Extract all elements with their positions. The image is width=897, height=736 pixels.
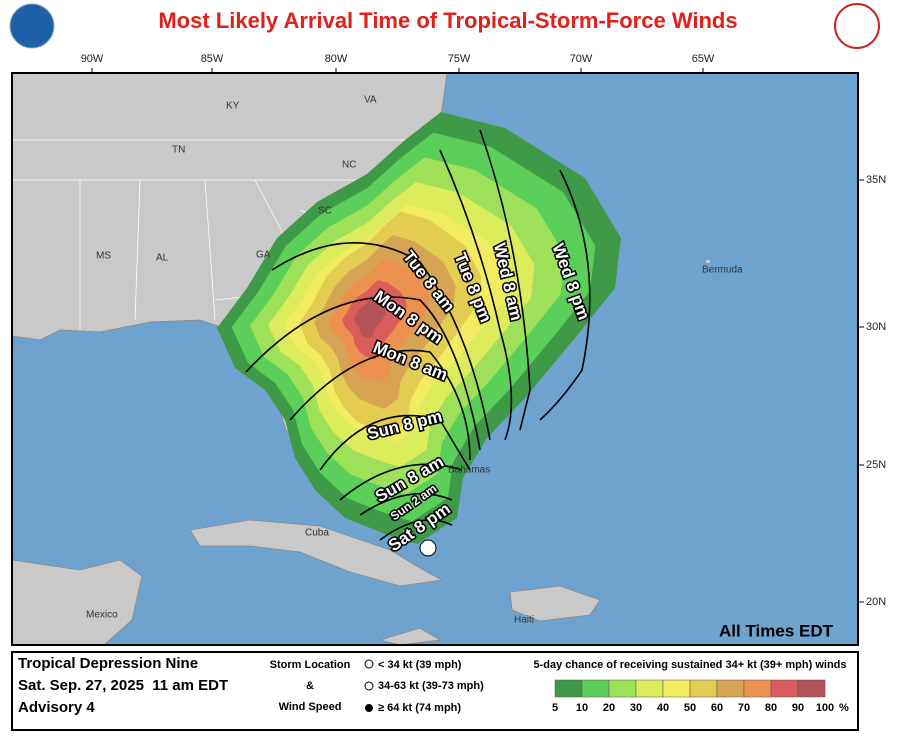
wind-class: 34-63 kt (39-73 mph) [378,680,484,692]
cuba-land [189,519,444,587]
longitude-axis: 90W 85W 80W 75W 70W 65W [81,53,715,73]
scale-box [662,679,691,698]
advisory: Advisory 4 [18,699,95,716]
state-label: SC [318,206,332,217]
place-label: Mexico [86,610,118,621]
longitude-label: 75W [448,53,471,65]
state-label: AL [156,253,169,264]
scale-box [635,679,664,698]
wind-class: ≥ 64 kt (74 mph) [378,702,461,714]
title: Most Likely Arrival Time of Tropical-Sto… [158,8,737,33]
scale-label: 20 [603,702,615,714]
longitude-label: 70W [570,53,593,65]
arrival-isochrones [245,129,591,541]
nws-logo [834,3,880,49]
scale-label: 30 [630,702,642,714]
scale-box [554,679,583,698]
jamaica-land [378,627,442,646]
probability-scale: 5 10 20 30 40 50 60 70 80 90 100% [552,679,849,714]
probability-areas [217,112,621,544]
issued-time: Sat. Sep. 27, 2025 11 am EDT [18,677,228,694]
legend-frame [11,651,859,731]
noaa-logo [9,3,55,49]
place-label: Haiti [514,615,534,626]
latitude-label: 25N [866,459,886,471]
longitude-label: 90W [81,53,104,65]
state-label: TN [172,145,185,156]
scale-label: 80 [765,702,777,714]
scale-label: 40 [657,702,669,714]
time-zone-note: All Times EDT [719,621,834,640]
longitude-label: 80W [325,53,348,65]
latitude-label: 20N [866,596,886,608]
state-label: VA [364,95,377,106]
latitude-axis: 35N 30N 25N 20N [858,174,886,608]
scale-label: 5 [552,702,558,714]
longitude-label: 65W [692,53,715,65]
scale-box [608,679,637,698]
scale-label: 60 [711,702,723,714]
scale-label: 50 [684,702,696,714]
scale-label: 90 [792,702,804,714]
scale-box [716,679,745,698]
longitude-label: 85W [201,53,224,65]
storm-location-title: Storm Location [270,659,351,671]
ampersand: & [306,680,314,692]
bermuda-land [706,260,710,263]
state-label: GA [256,250,271,261]
probability-band [353,299,386,339]
scale-box [689,679,718,698]
hispaniola-land [509,585,601,622]
wind-class: < 34 kt (39 mph) [378,659,462,671]
scale-box [770,679,799,698]
scale-label: 100 [816,702,834,714]
scale-label: 10 [576,702,588,714]
place-label: Bahamas [448,465,490,476]
state-borders [12,139,420,330]
latitude-label: 30N [866,321,886,333]
wind-speed-title: Wind Speed [279,701,342,713]
latitude-label: 35N [866,174,886,186]
storm-name: Tropical Depression Nine [18,655,198,672]
state-label: KY [226,101,240,112]
state-label: MS [96,251,111,262]
symbol-hurricane [365,704,373,712]
map-frame [11,72,859,646]
probability-title: 5-day chance of receiving sustained 34+ … [534,659,847,671]
place-label: Cuba [305,528,329,539]
legend-panel: Tropical Depression Nine Sat. Sep. 27, 2… [11,651,859,731]
symbol-weak [364,659,374,669]
symbol-tropical-storm [364,681,374,691]
state-label: NC [342,160,356,171]
place-label: Bermuda [702,265,743,276]
storm-location [419,539,437,557]
scale-box [743,679,772,698]
map-panel: KY VA TN NC SC GA MS AL Bermuda Bahamas … [11,72,859,646]
scale-label: 70 [738,702,750,714]
scale-box [797,679,826,698]
scale-box [581,679,610,698]
scale-unit: % [839,702,849,714]
